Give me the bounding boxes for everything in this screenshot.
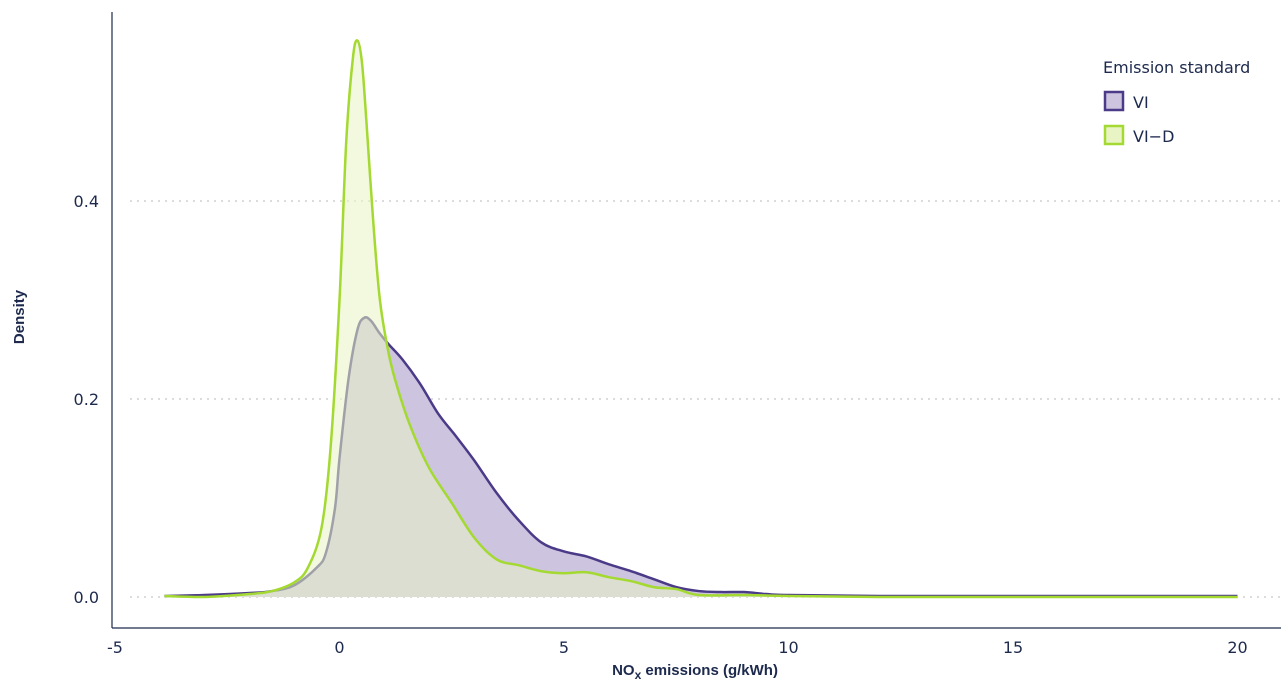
legend: Emission standard VI VI−D (1103, 58, 1250, 146)
area-fill-vi-d (164, 40, 1238, 598)
density-line-vi-d (164, 39, 1238, 599)
x-tick-label: 0 (334, 638, 344, 657)
legend-item-vi: VI (1103, 90, 1149, 112)
legend-title: Emission standard (1103, 58, 1250, 77)
x-tick-label: 10 (778, 638, 798, 657)
x-tick-label: 20 (1227, 638, 1247, 657)
x-tick-labels: -5 0 5 10 15 20 (107, 638, 1248, 657)
y-tick-label: 0.4 (74, 192, 99, 211)
density-areas (164, 39, 1238, 599)
x-tick-label: -5 (107, 638, 123, 657)
axes (111, 12, 1281, 629)
legend-swatch-vi (1103, 90, 1125, 112)
x-tick-label: 15 (1003, 638, 1023, 657)
y-tick-labels: 0.0 0.2 0.4 (74, 192, 99, 607)
x-tick-label: 5 (559, 638, 569, 657)
legend-label-vi: VI (1133, 93, 1149, 112)
legend-item-vi-d: VI−D (1103, 124, 1174, 146)
legend-label-vi-d: VI−D (1133, 127, 1174, 146)
x-axis-title: NOx emissions (g/kWh) (612, 662, 778, 682)
y-tick-label: 0.0 (74, 588, 99, 607)
y-tick-label: 0.2 (74, 390, 99, 409)
grid-lines (130, 200, 1281, 598)
legend-swatch-vi-d (1103, 124, 1125, 146)
y-axis-title: Density (11, 289, 28, 344)
